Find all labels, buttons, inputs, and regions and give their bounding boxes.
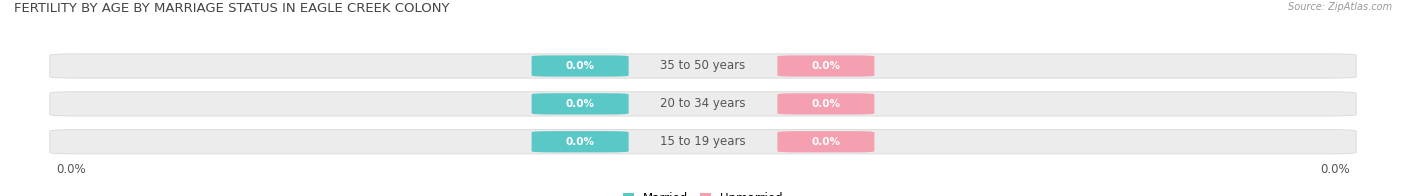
Text: 0.0%: 0.0% <box>811 61 841 71</box>
Text: 0.0%: 0.0% <box>565 137 595 147</box>
Text: 20 to 34 years: 20 to 34 years <box>661 97 745 110</box>
FancyBboxPatch shape <box>778 131 875 152</box>
FancyBboxPatch shape <box>49 54 1357 78</box>
Text: 0.0%: 0.0% <box>811 99 841 109</box>
Legend: Married, Unmarried: Married, Unmarried <box>623 192 783 196</box>
Text: FERTILITY BY AGE BY MARRIAGE STATUS IN EAGLE CREEK COLONY: FERTILITY BY AGE BY MARRIAGE STATUS IN E… <box>14 2 450 15</box>
Text: 35 to 50 years: 35 to 50 years <box>661 60 745 73</box>
FancyBboxPatch shape <box>531 93 628 114</box>
Text: 0.0%: 0.0% <box>56 163 86 176</box>
Text: 15 to 19 years: 15 to 19 years <box>661 135 745 148</box>
Text: 0.0%: 0.0% <box>565 61 595 71</box>
Text: 0.0%: 0.0% <box>1320 163 1350 176</box>
Text: 0.0%: 0.0% <box>811 137 841 147</box>
FancyBboxPatch shape <box>49 130 1357 154</box>
Text: 0.0%: 0.0% <box>565 99 595 109</box>
FancyBboxPatch shape <box>531 131 628 152</box>
FancyBboxPatch shape <box>49 92 1357 116</box>
FancyBboxPatch shape <box>531 55 628 77</box>
FancyBboxPatch shape <box>778 55 875 77</box>
Text: Source: ZipAtlas.com: Source: ZipAtlas.com <box>1288 2 1392 12</box>
FancyBboxPatch shape <box>778 93 875 114</box>
